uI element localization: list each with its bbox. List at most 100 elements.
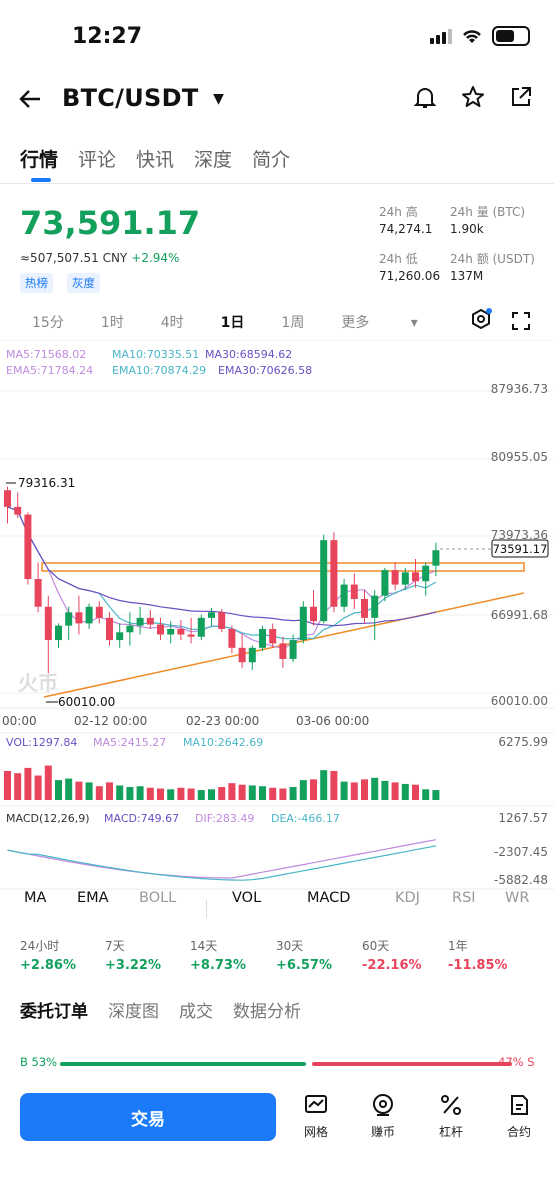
tab-news[interactable]: 快讯 (136, 149, 175, 171)
ind-divider (206, 900, 207, 918)
volume-bar (310, 779, 317, 800)
margin-label: 杠杆 (438, 1125, 463, 1139)
ind-boll[interactable]: BOLL (139, 890, 177, 906)
tf-1d[interactable]: 1日 (220, 315, 245, 331)
tab-depth[interactable]: 深度 (194, 149, 233, 171)
tf-more[interactable]: 更多 ▾ (341, 315, 418, 331)
volume-bar (197, 790, 205, 800)
kline-chart[interactable]: MA5:71568.02 MA10:70335.51 MA30:68594.62… (0, 340, 554, 890)
candle-body (401, 572, 409, 585)
volume-bar (289, 786, 297, 800)
volume-bar (401, 783, 409, 800)
candle-body (95, 606, 103, 618)
bell-icon[interactable] (412, 84, 438, 110)
grid-button[interactable]: 网格 (291, 1093, 341, 1140)
tf-15m[interactable]: 15分 (32, 315, 64, 331)
tab-depth-chart[interactable]: 深度图 (108, 1002, 159, 1022)
candle-body (24, 514, 32, 580)
candle-body (106, 617, 113, 641)
earn-icon (373, 1094, 393, 1116)
tab-trades[interactable]: 成交 (179, 1002, 213, 1022)
amt-value: 137M (450, 269, 484, 283)
pair-title: BTC/USDT (62, 84, 199, 112)
main-tabs: 行情 评论 快讯 深度 简介 (20, 145, 290, 172)
tag-grayscale[interactable]: 灰度 (67, 273, 100, 293)
ind-wr[interactable]: WR (505, 890, 530, 906)
tf-4h[interactable]: 4时 (160, 315, 184, 331)
low-label: 24h 低 (379, 252, 418, 266)
change-pct: +2.94% (131, 251, 180, 265)
axis-price-5: 60010.00 (491, 694, 548, 708)
margin-button[interactable]: 杠杆 (426, 1093, 476, 1140)
volume-bar (371, 777, 379, 800)
ind-rsi[interactable]: RSI (452, 890, 476, 906)
volume-bar (167, 789, 175, 800)
fullscreen-icon[interactable] (511, 311, 531, 331)
amt-label: 24h 额 (USDT) (450, 252, 535, 266)
status-icons (430, 26, 530, 46)
tab-comments[interactable]: 评论 (78, 149, 117, 171)
tf-1h[interactable]: 1时 (100, 315, 124, 331)
pair-selector[interactable]: BTC/USDT ▼ (62, 84, 224, 112)
legend-ma10: MA10:70335.51 (112, 348, 199, 361)
tf-1w[interactable]: 1周 (281, 315, 305, 331)
macd-lines (7, 839, 437, 881)
volume-bar (320, 770, 328, 800)
ind-ma[interactable]: MA (24, 890, 47, 906)
candle-body (55, 625, 62, 641)
ind-vol[interactable]: VOL (232, 890, 262, 906)
axis-price-3: 73973.36 (491, 528, 548, 542)
candle-body (65, 612, 73, 626)
back-arrow-icon[interactable] (18, 86, 44, 119)
candle-body (259, 628, 266, 648)
date-1: 00:00 (2, 714, 37, 728)
candle-body (4, 490, 11, 507)
macd-axis-3: -5882.48 (494, 873, 548, 887)
legend-vol: VOL:1297.84 (6, 736, 77, 749)
star-icon[interactable] (460, 84, 486, 110)
ind-kdj[interactable]: KDJ (395, 890, 420, 906)
tab-intro[interactable]: 简介 (252, 149, 291, 171)
share-icon[interactable] (508, 84, 534, 110)
ind-macd[interactable]: MACD (307, 890, 351, 906)
volume-bar (106, 782, 113, 800)
candle-body (432, 550, 440, 566)
tab-analysis[interactable]: 数据分析 (233, 1002, 301, 1022)
legend-ema30: EMA30:70626.58 (218, 364, 312, 377)
vol-label: 24h 量 (BTC) (450, 205, 526, 219)
volume-bar (218, 786, 226, 800)
volume-bars (4, 765, 440, 800)
perf-value: -11.85% (448, 958, 508, 973)
tab-orders[interactable]: 委托订单 (20, 1002, 88, 1022)
perf-label: 60天 (362, 939, 390, 953)
low-marker-label: 60010.00 (58, 695, 115, 709)
candle-body (228, 628, 236, 648)
volume-bar (238, 784, 246, 800)
watermark: 火币 (18, 671, 58, 695)
candle-body (391, 570, 399, 585)
perf-label: 7天 (105, 939, 125, 953)
volume-bar (381, 780, 389, 800)
percent-icon (441, 1095, 461, 1115)
perf-label: 24小时 (20, 939, 60, 953)
earn-button[interactable]: 赚币 (358, 1093, 408, 1140)
candle-body (157, 624, 164, 635)
wifi-icon (463, 30, 481, 43)
settings-hex-icon[interactable] (470, 308, 492, 330)
ind-ema[interactable]: EMA (77, 890, 109, 906)
grid-bot-icon (305, 1095, 327, 1113)
futures-button[interactable]: 合约 (494, 1093, 544, 1140)
perf-label: 30天 (276, 939, 304, 953)
divider (0, 183, 554, 184)
volume-bar (157, 788, 164, 800)
volume-bar (279, 788, 287, 800)
volume-bar (4, 770, 11, 800)
candle-body (167, 628, 175, 635)
perf-value: +3.22% (105, 958, 161, 973)
candle-body (289, 640, 297, 659)
tag-hot[interactable]: 热榜 (20, 273, 53, 293)
trade-button[interactable]: 交易 (20, 1093, 276, 1141)
tab-market[interactable]: 行情 (20, 149, 59, 171)
volume-bar (248, 785, 256, 800)
volume-bar (95, 786, 103, 800)
